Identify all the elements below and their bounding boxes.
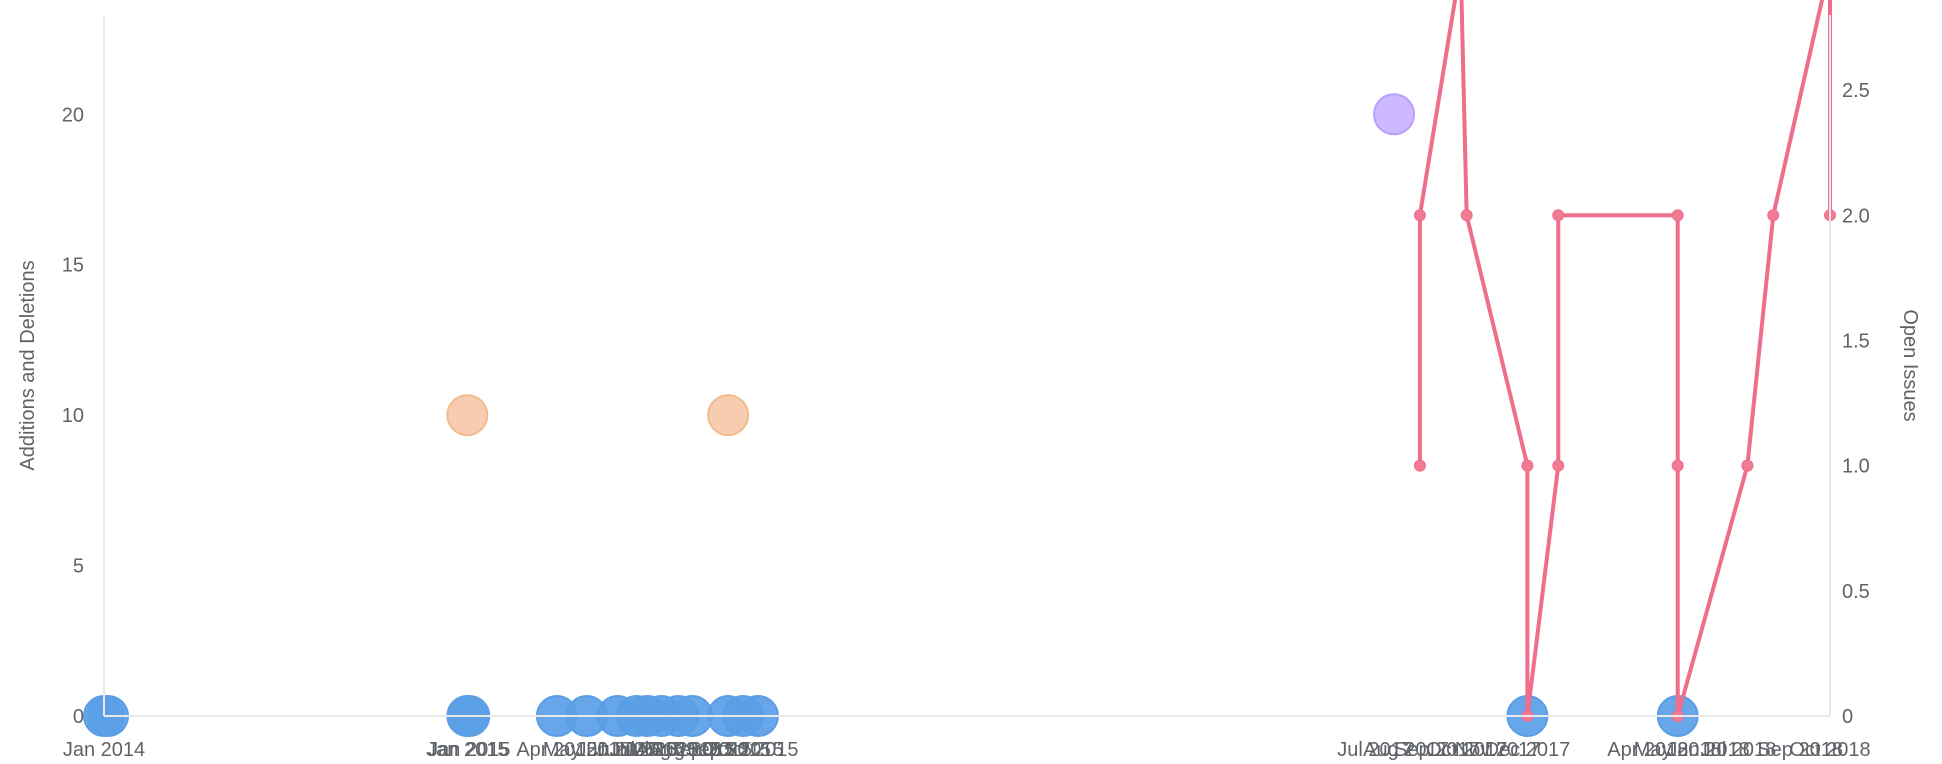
x-axis-tick-label: Jun 2018	[1667, 739, 1749, 761]
x-axis-tick-label: Sep 2017	[1394, 739, 1480, 761]
scatter-point	[446, 394, 489, 437]
axis-layer: 0 5 10 15 20 0 0.5 1.0 1.5 2.0 2.5 Jan 2014 Jan 2015…	[17, 15, 1921, 761]
left-axis-tick-label: 0	[73, 706, 84, 728]
right-axis-tick-label: 0.5	[1842, 581, 1870, 603]
x-axis-tick-label: Sep 2018	[1757, 739, 1843, 761]
open-issues-point	[1552, 209, 1565, 222]
x-axis-tick-label: Jun 2015	[595, 739, 677, 761]
x-axis-tick-label: Aug 2015	[649, 739, 735, 761]
scatter-point	[1373, 93, 1416, 136]
right-axis-tick-label: 2.0	[1842, 205, 1870, 227]
x-axis-tick-label: Aug 2015	[636, 739, 722, 761]
left-axis-title: Additions and Deletions	[17, 260, 39, 470]
x-axis-tick-label: Jun 2015	[576, 739, 658, 761]
x-axis-tick-label: Jan 2015	[426, 739, 508, 761]
x-axis-tick-label: May 2018	[1634, 739, 1722, 761]
x-axis-tick-label: Jul 2018	[1701, 739, 1777, 761]
x-axis-tick-label: Apr 2018	[1607, 739, 1688, 761]
x-axis-tick-label: Jul 2017	[1337, 739, 1413, 761]
x-axis-tick-label: Jul 2015	[610, 739, 686, 761]
issue-line-layer	[1413, 0, 1836, 722]
right-axis-tick-label: 1.5	[1842, 330, 1870, 352]
left-axis-tick-label: 15	[62, 255, 84, 277]
x-axis-tick-label: Sep 2015	[685, 739, 771, 761]
x-axis-tick-label: Sep 2015	[666, 739, 752, 761]
open-issues-point	[1521, 459, 1534, 472]
x-axis-tick-label: Jan 2014	[63, 739, 145, 761]
open-issues-point	[1460, 209, 1473, 222]
x-axis-tick-label: Oct 2015	[717, 739, 798, 761]
x-axis-tick-label: Jan 2015	[428, 739, 510, 761]
x-axis-tick-label: Oct 2018	[1789, 739, 1870, 761]
right-axis-tick-label: 0	[1842, 706, 1853, 728]
right-axis-title: Open Issues	[1899, 309, 1921, 421]
left-axis-tick-label: 10	[62, 405, 84, 427]
open-issues-point	[1767, 209, 1780, 222]
x-axis-tick-label: Apr 2015	[516, 739, 597, 761]
open-issues-point	[1413, 459, 1426, 472]
left-axis-tick-label: 20	[62, 104, 84, 126]
open-issues-point	[1671, 209, 1684, 222]
x-axis-tick-label: Jul 2015	[624, 739, 700, 761]
bubble-layer	[83, 93, 1699, 737]
open-issues-point	[1552, 459, 1565, 472]
right-axis-tick-label: 1.0	[1842, 456, 1870, 478]
open-issues-point	[1413, 209, 1426, 222]
open-issues-point	[1671, 459, 1684, 472]
x-axis-tick-label: Aug 2017	[1363, 739, 1449, 761]
x-axis-tick-label: Nov 2017	[1455, 739, 1541, 761]
x-axis-tick-label: Oct 2017	[1426, 739, 1507, 761]
right-axis-tick-label: 2.5	[1842, 80, 1870, 102]
x-axis-tick-label: May 2015	[543, 739, 631, 761]
x-axis-tick-label: Dec 2017	[1485, 739, 1571, 761]
scatter-point	[707, 394, 750, 437]
x-axis-tick-label: Oct 2015	[702, 739, 783, 761]
open-issues-line	[1417, 0, 1832, 718]
open-issues-point	[1741, 459, 1754, 472]
left-axis-tick-label: 5	[73, 556, 84, 578]
